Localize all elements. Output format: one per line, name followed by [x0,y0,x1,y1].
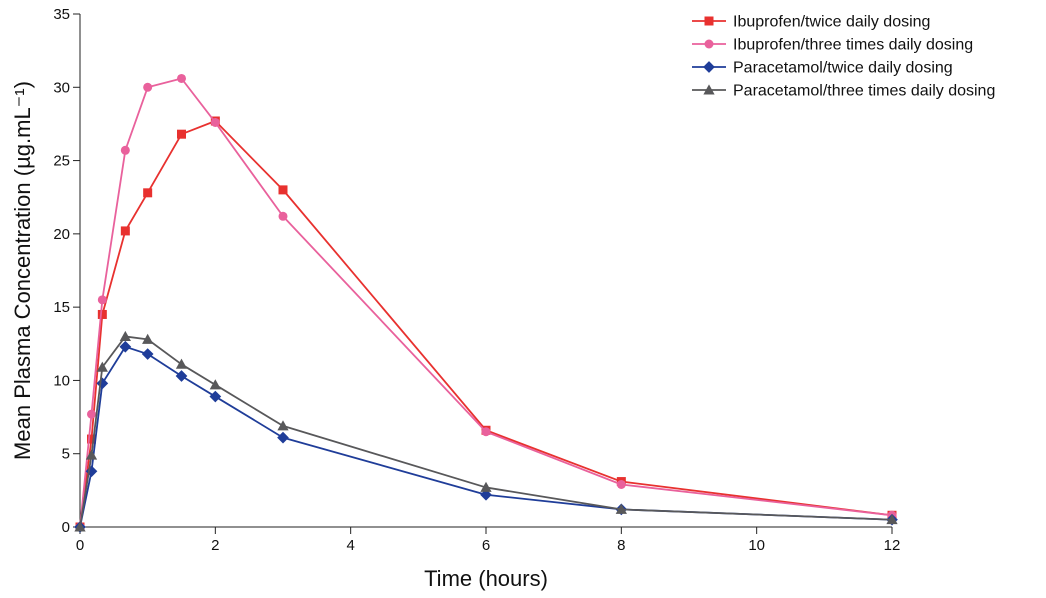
data-point [209,379,221,390]
legend-item: Paracetamol/twice daily dosing [692,60,953,77]
data-point [177,129,186,139]
legend-item: Paracetamol/three times daily dosing [692,83,995,100]
data-point [210,117,220,127]
data-point [616,479,626,489]
legend-label: Paracetamol/three times daily dosing [733,83,995,100]
data-point [97,295,107,305]
data-point [278,185,288,195]
data-point [481,427,491,437]
legend-marker [703,61,715,73]
legend-label: Paracetamol/twice daily dosing [733,60,953,77]
y-axis-title: Mean Plasma Concentration (µg.mL⁻¹) [10,81,35,460]
x-tick-label: 12 [884,537,901,554]
data-point [141,348,154,360]
series-line [79,120,893,528]
series-line [79,77,893,528]
data-point [120,226,130,236]
legend-marker [704,16,714,26]
y-tick-label: 30 [53,79,70,96]
y-tick-label: 35 [53,6,70,23]
legend-item: Ibuprofen/three times daily dosing [692,37,973,54]
x-tick-label: 0 [76,537,84,554]
data-point [175,370,188,382]
data-point [277,420,289,431]
data-point [480,481,492,492]
data-point [87,409,97,419]
series-2 [75,73,897,532]
data-point [278,211,288,221]
data-point [615,503,627,514]
x-axis-title: Time (hours) [424,566,548,591]
data-point [119,330,131,341]
data-point [96,377,109,390]
y-tick-label: 10 [53,372,70,389]
data-point [85,449,98,460]
y-tick-label: 5 [62,446,70,463]
data-point [97,309,107,319]
data-point [96,361,108,372]
legend-marker [704,39,714,49]
data-point [120,145,130,155]
x-tick-label: 8 [617,537,625,554]
data-point [142,333,154,344]
data-point [886,514,898,525]
y-tick-label: 25 [53,153,70,170]
x-tick-label: 2 [211,537,219,554]
x-tick-label: 10 [748,537,765,554]
y-tick-label: 15 [53,299,70,316]
series-layer [74,73,898,533]
data-point [277,431,289,444]
data-point [209,390,222,403]
series-3 [74,340,898,533]
series-4 [74,330,898,532]
data-point [175,358,188,369]
data-point [87,434,97,444]
data-point [143,188,153,198]
data-point [143,82,153,92]
data-point [74,521,86,532]
x-tick-label: 6 [482,537,490,554]
data-point [177,73,186,83]
y-tick-label: 0 [62,519,70,536]
legend-marker [703,84,715,95]
axes: 0 5 10 15 20 25 30 35 0 2 4 6 8 10 12 [53,6,900,554]
series-1 [75,116,897,532]
legend-item: Ibuprofen/twice daily dosing [692,14,930,31]
legend-label: Ibuprofen/three times daily dosing [733,37,973,54]
legend: Ibuprofen/twice daily dosing Ibuprofen/th… [692,14,995,100]
x-tick-label: 4 [346,537,354,554]
data-point [119,340,132,353]
legend-label: Ibuprofen/twice daily dosing [733,14,930,31]
y-tick-label: 20 [53,226,70,243]
